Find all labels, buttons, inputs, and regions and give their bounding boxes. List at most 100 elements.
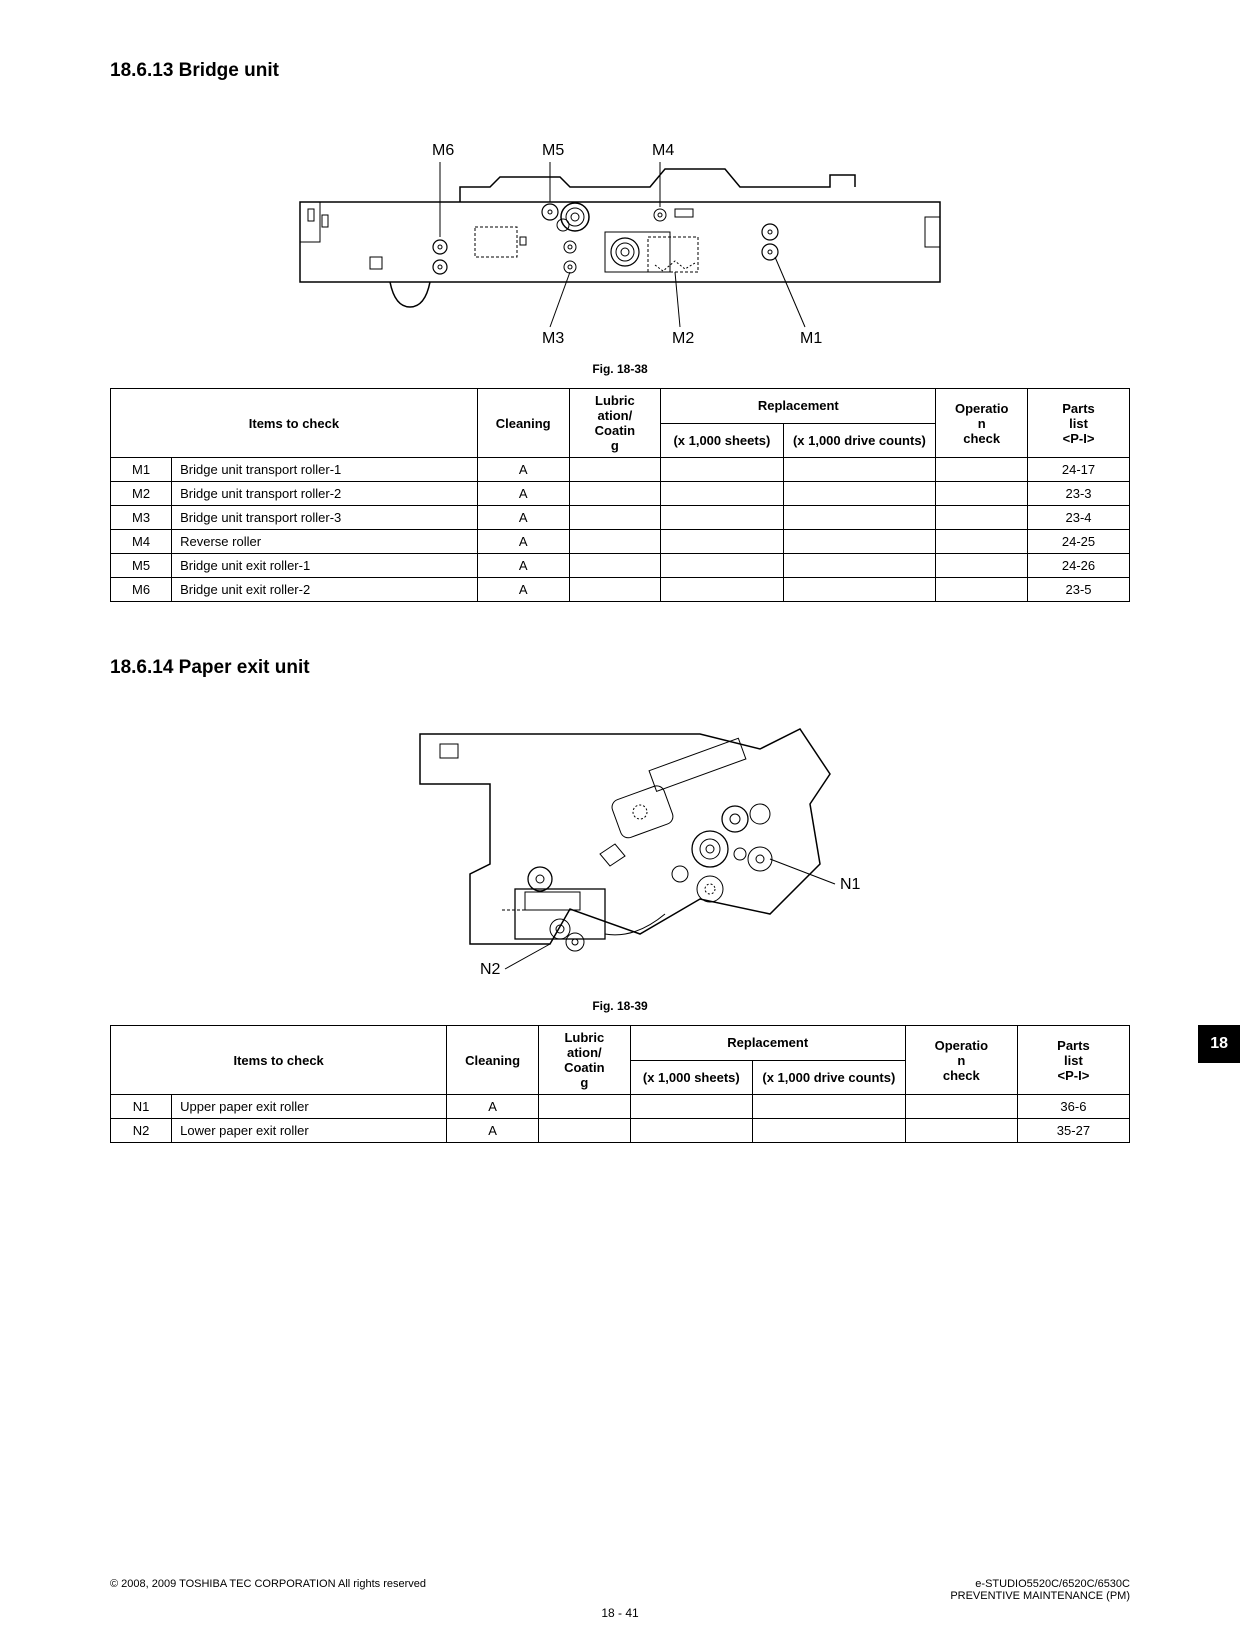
row-rep-drive	[783, 554, 936, 578]
row-rep-drive	[783, 458, 936, 482]
th2-items: Items to check	[111, 1026, 447, 1095]
table-paper-exit: Items to check Cleaning Lubrication/Coat…	[110, 1025, 1130, 1143]
table-row: M5Bridge unit exit roller-1A 24-26	[111, 554, 1130, 578]
diagram-label-m4: M4	[652, 142, 674, 159]
row-op	[936, 506, 1028, 530]
figure-caption-1: Fig. 18-38	[110, 362, 1130, 376]
row-cleaning: A	[477, 506, 569, 530]
row-rep-drive	[783, 482, 936, 506]
row-rep-sheets	[661, 554, 783, 578]
th2-replacement: Replacement	[630, 1026, 905, 1061]
section-heading-bridge-unit: 18.6.13 Bridge unit	[110, 60, 1130, 82]
th2-lubric: Lubrication/Coating	[538, 1026, 630, 1095]
figure-paper-exit: N1 N2	[110, 714, 1130, 989]
diagram-label-n1: N1	[840, 876, 861, 893]
row-item: Bridge unit transport roller-3	[172, 506, 478, 530]
diagram-label-n2: N2	[480, 961, 501, 978]
row-cleaning: A	[477, 458, 569, 482]
row-lubric	[569, 530, 661, 554]
row-item: Bridge unit transport roller-2	[172, 482, 478, 506]
row-lubric	[569, 578, 661, 602]
table-row: M3Bridge unit transport roller-3A 23-4	[111, 506, 1130, 530]
row-op	[905, 1119, 1017, 1143]
row-parts: 24-17	[1028, 458, 1130, 482]
diagram-label-m5: M5	[542, 142, 564, 159]
footer-page: 18 - 41	[110, 1606, 1130, 1620]
figure-caption-2: Fig. 18-39	[110, 999, 1130, 1013]
th2-operation: Operationcheck	[905, 1026, 1017, 1095]
th-cleaning: Cleaning	[477, 389, 569, 458]
table-row: M1Bridge unit transport roller-1A 24-17	[111, 458, 1130, 482]
diagram-label-m1: M1	[800, 330, 822, 347]
chapter-tab: 18	[1198, 1025, 1240, 1063]
row-op	[936, 530, 1028, 554]
row-rep-drive	[783, 530, 936, 554]
row-rep-drive	[783, 578, 936, 602]
th-rep-drive: (x 1,000 drive counts)	[783, 423, 936, 458]
table-row: N2Lower paper exit rollerA35-27	[111, 1119, 1130, 1143]
figure-bridge-unit: M6 M5 M4 M3 M2 M1	[110, 117, 1130, 352]
row-id: M4	[111, 530, 172, 554]
table-bridge-unit: Items to check Cleaning Lubrication/Coat…	[110, 388, 1130, 602]
row-id: M6	[111, 578, 172, 602]
row-id: M5	[111, 554, 172, 578]
row-cleaning: A	[477, 482, 569, 506]
row-lubric	[569, 554, 661, 578]
row-lubric	[538, 1095, 630, 1119]
row-id: M3	[111, 506, 172, 530]
row-parts: 23-3	[1028, 482, 1130, 506]
row-parts: 24-26	[1028, 554, 1130, 578]
row-parts: 23-4	[1028, 506, 1130, 530]
row-op	[936, 554, 1028, 578]
table-row: M4Reverse rollerA 24-25	[111, 530, 1130, 554]
row-rep-sheets	[661, 578, 783, 602]
row-id: N1	[111, 1095, 172, 1119]
th-lubric: Lubrication/Coating	[569, 389, 661, 458]
th-rep-sheets: (x 1,000 sheets)	[661, 423, 783, 458]
diagram-label-m6: M6	[432, 142, 454, 159]
row-item: Bridge unit exit roller-1	[172, 554, 478, 578]
footer-model: e-STUDIO5520C/6520C/6530C	[975, 1578, 1130, 1590]
row-cleaning: A	[477, 554, 569, 578]
row-rep-drive	[752, 1095, 905, 1119]
row-lubric	[569, 482, 661, 506]
row-rep-drive	[752, 1119, 905, 1143]
th2-rep-drive: (x 1,000 drive counts)	[752, 1060, 905, 1095]
diagram-label-m3: M3	[542, 330, 564, 347]
diagram-label-m2: M2	[672, 330, 694, 347]
row-rep-sheets	[630, 1095, 752, 1119]
row-rep-sheets	[661, 458, 783, 482]
footer-copyright: © 2008, 2009 TOSHIBA TEC CORPORATION All…	[110, 1578, 426, 1590]
page-footer: © 2008, 2009 TOSHIBA TEC CORPORATION All…	[110, 1578, 1130, 1602]
table-row: M6Bridge unit exit roller-2A23-5	[111, 578, 1130, 602]
row-id: M1	[111, 458, 172, 482]
th-parts: Partslist<P-I>	[1028, 389, 1130, 458]
row-parts: 24-25	[1028, 530, 1130, 554]
row-rep-sheets	[661, 506, 783, 530]
row-lubric	[569, 458, 661, 482]
row-cleaning: A	[447, 1095, 539, 1119]
row-op	[936, 578, 1028, 602]
row-cleaning: A	[477, 578, 569, 602]
row-op	[936, 482, 1028, 506]
row-item: Lower paper exit roller	[172, 1119, 447, 1143]
row-rep-sheets	[661, 530, 783, 554]
row-cleaning: A	[447, 1119, 539, 1143]
row-id: N2	[111, 1119, 172, 1143]
footer-doc: PREVENTIVE MAINTENANCE (PM)	[950, 1590, 1130, 1602]
th2-rep-sheets: (x 1,000 sheets)	[630, 1060, 752, 1095]
row-item: Reverse roller	[172, 530, 478, 554]
row-lubric	[569, 506, 661, 530]
row-lubric	[538, 1119, 630, 1143]
table-row: M2Bridge unit transport roller-2A 23-3	[111, 482, 1130, 506]
row-cleaning: A	[477, 530, 569, 554]
row-item: Bridge unit transport roller-1	[172, 458, 478, 482]
row-item: Upper paper exit roller	[172, 1095, 447, 1119]
row-id: M2	[111, 482, 172, 506]
row-parts: 36-6	[1017, 1095, 1129, 1119]
row-item: Bridge unit exit roller-2	[172, 578, 478, 602]
th2-cleaning: Cleaning	[447, 1026, 539, 1095]
section-heading-paper-exit: 18.6.14 Paper exit unit	[110, 657, 1130, 679]
th-operation: Operationcheck	[936, 389, 1028, 458]
th2-parts: Partslist<P-I>	[1017, 1026, 1129, 1095]
